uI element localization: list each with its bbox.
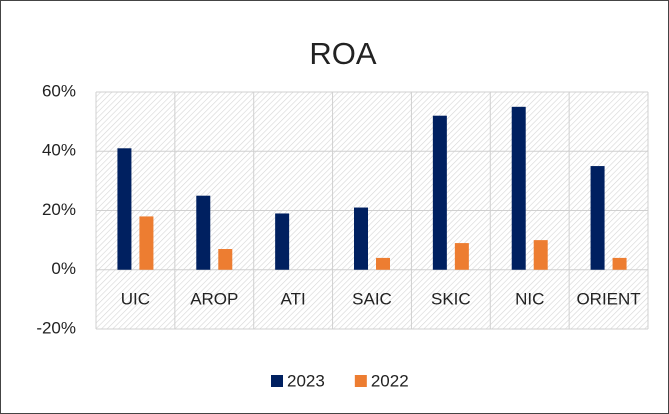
y-tick-label: 60% xyxy=(42,81,76,100)
bar xyxy=(275,213,290,270)
bar xyxy=(511,106,526,270)
x-tick-label: UIC xyxy=(121,289,150,308)
bar xyxy=(218,249,233,270)
bar xyxy=(354,207,368,270)
bar xyxy=(139,216,154,270)
legend-label: 2022 xyxy=(371,371,409,390)
chart-title: ROA xyxy=(309,36,377,71)
bar xyxy=(533,240,548,270)
legend-label: 2023 xyxy=(287,371,325,390)
y-tick-label: -20% xyxy=(36,318,76,337)
x-tick-label: ATI xyxy=(281,289,306,308)
bar xyxy=(117,148,132,270)
bar xyxy=(612,257,627,270)
legend-swatch xyxy=(271,375,283,387)
y-tick-label: 20% xyxy=(42,200,76,219)
bar xyxy=(454,243,469,270)
bar xyxy=(432,115,447,270)
x-tick-label: AROP xyxy=(190,289,238,308)
x-tick-label: SAIC xyxy=(352,289,392,308)
x-tick-label: NIC xyxy=(515,289,544,308)
legend-swatch xyxy=(354,375,367,387)
y-tick-label: 40% xyxy=(42,141,76,160)
x-tick-label: ORIENT xyxy=(576,289,640,308)
bar xyxy=(376,257,390,270)
bar xyxy=(590,166,605,270)
bar xyxy=(196,195,211,270)
x-tick-label: SKIC xyxy=(431,289,471,308)
y-tick-label: 0% xyxy=(51,259,76,278)
